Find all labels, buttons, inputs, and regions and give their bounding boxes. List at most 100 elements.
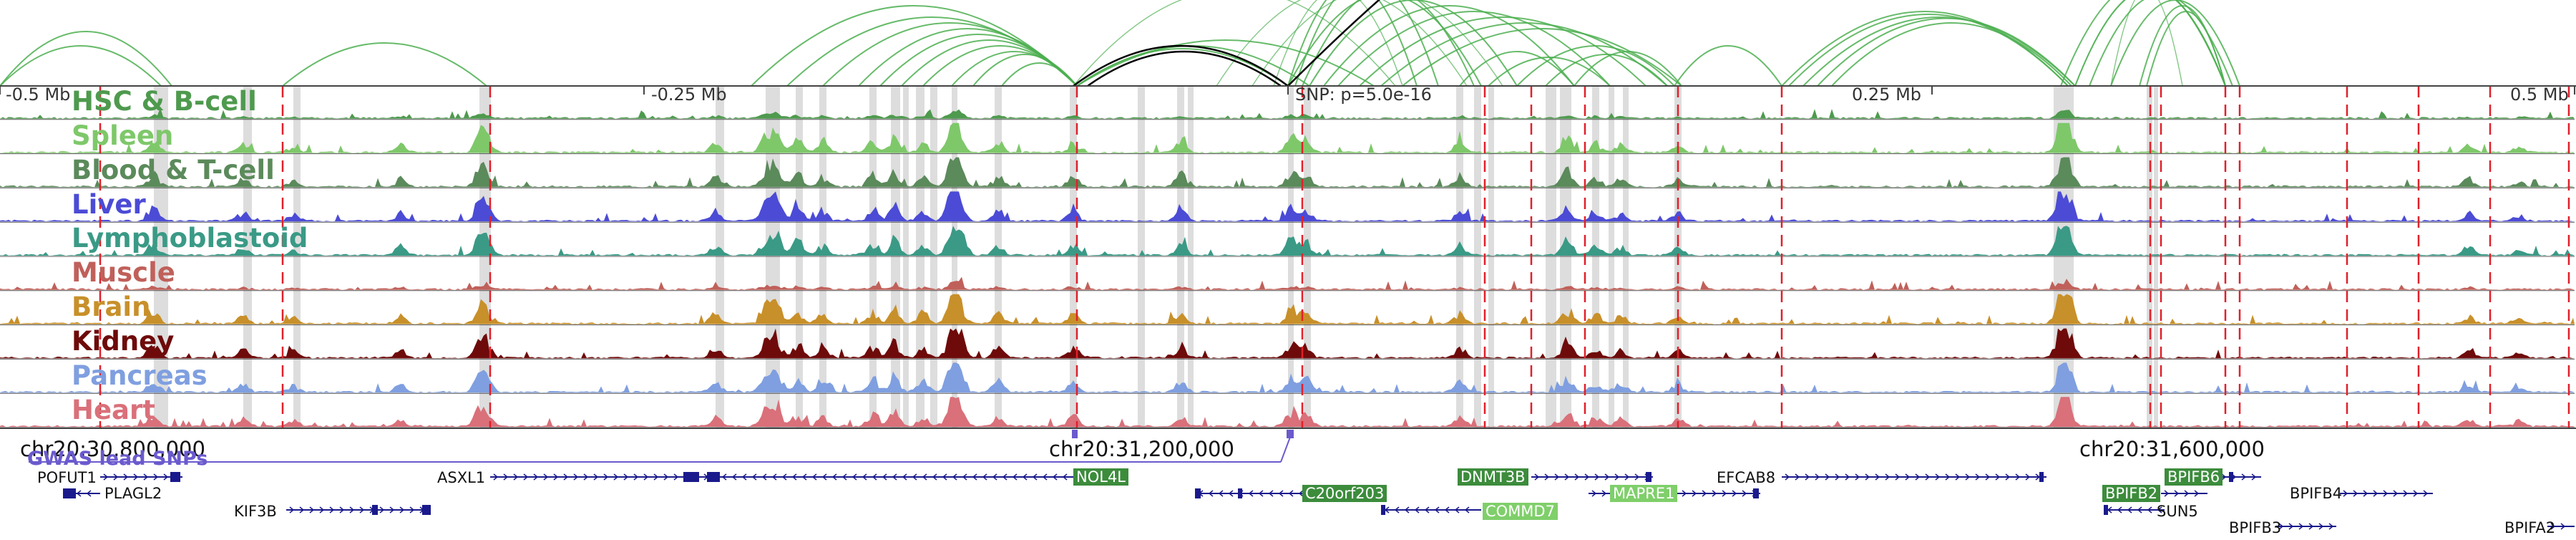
strand-arrow [2298, 523, 2304, 530]
gene-label-commd7: COMMD7 [1483, 503, 1558, 520]
gene-label-bpifb6: BPIFB6 [2165, 468, 2223, 486]
highlight-regions [154, 86, 2158, 428]
strand-arrow [563, 473, 569, 481]
strand-arrow [2550, 523, 2556, 530]
strand-arrow [319, 506, 325, 514]
gene-exon [2104, 505, 2108, 515]
gene-label-sun5: SUN5 [2157, 503, 2198, 520]
strand-arrow [1634, 473, 1640, 481]
strand-arrow [1785, 473, 1790, 481]
signal-track [0, 294, 2575, 326]
strand-arrow [1298, 490, 1304, 497]
strand-arrow [1815, 473, 1820, 481]
strand-arrow [2194, 490, 2200, 497]
strand-arrow [2164, 490, 2170, 497]
coord-label-left: chr20:30,800,000 [20, 437, 205, 461]
gene-exon [1195, 488, 1201, 498]
strand-arrow [349, 506, 355, 514]
gene-exon [63, 488, 76, 498]
chromatin-loop [0, 31, 172, 87]
strand-arrow [1544, 473, 1550, 481]
strand-arrow [2184, 490, 2190, 497]
strand-arrow [721, 473, 727, 481]
strand-arrow [1564, 473, 1570, 481]
highlight-region [1546, 86, 1556, 428]
highlight-region [1188, 86, 1194, 428]
strand-arrow [2278, 523, 2284, 530]
strand-arrow [1935, 473, 1941, 481]
track-label-blood: Blood & T-cell [72, 155, 275, 185]
gene-nol4l [708, 473, 1073, 481]
strand-arrow [2560, 523, 2566, 530]
strand-arrow [533, 473, 539, 481]
strand-arrow [1534, 473, 1540, 481]
strand-arrow [1208, 490, 1214, 497]
strand-arrow [1258, 490, 1264, 497]
highlight-region [903, 86, 909, 428]
strand-arrow [1885, 473, 1890, 481]
chromatin-loop [1545, 54, 1668, 87]
gene-exon [2229, 472, 2233, 482]
highlight-region [952, 86, 957, 428]
strand-arrow [2241, 473, 2247, 481]
strand-arrow [1434, 506, 1440, 514]
chromatin-loop [1273, 0, 1403, 87]
strand-arrow [751, 473, 757, 481]
chromatin-loop [1337, 11, 1611, 87]
signal-track [0, 191, 2575, 223]
strand-arrow [399, 506, 405, 514]
strand-arrow [359, 506, 365, 514]
strand-arrow [1042, 473, 1048, 481]
strand-arrow [1945, 473, 1951, 481]
strand-arrow [163, 473, 169, 481]
highlight-region [1177, 86, 1184, 428]
chromatin-loop [1323, 5, 1575, 87]
gene-label-c20orf203: C20orf203 [1302, 485, 1387, 502]
highlight-region [869, 86, 877, 428]
strand-arrow [1855, 473, 1860, 481]
strand-arrow [1995, 473, 2001, 481]
signal-track [0, 362, 2575, 394]
strand-arrow [2403, 490, 2409, 497]
chromatin-loop [2110, 0, 2183, 87]
strand-arrow [1228, 490, 1234, 497]
strand-arrow [2413, 490, 2419, 497]
highlight-region [1288, 86, 1294, 428]
signal-track [0, 157, 2575, 188]
lead-chromatin-loop [1073, 44, 1289, 87]
track-label-brain: Brain [72, 291, 151, 322]
track-label-muscle: Muscle [72, 257, 175, 288]
gene-exon [1646, 472, 1652, 482]
gene-exon [170, 472, 180, 482]
gene-asxl1 [490, 473, 716, 481]
signal-track [0, 276, 2575, 291]
signal-area [0, 122, 2575, 153]
gwas-snp-marker [1072, 430, 1078, 438]
strand-arrow [1624, 473, 1630, 481]
strand-arrow [2328, 523, 2334, 530]
strand-arrow [932, 473, 937, 481]
strand-arrow [952, 473, 957, 481]
strand-arrow [1022, 473, 1028, 481]
strand-arrow [2353, 490, 2358, 497]
strand-arrow [673, 473, 679, 481]
strand-arrow [329, 506, 335, 514]
strand-arrow [1454, 506, 1460, 514]
highlight-region [1456, 86, 1463, 428]
gene-label-pofut1: POFUT1 [37, 469, 97, 486]
chromatin-loop [282, 42, 487, 87]
strand-arrow [2147, 506, 2152, 514]
highlight-region [1304, 86, 1311, 428]
highlight-region [995, 86, 1002, 428]
highlight-region [154, 86, 168, 428]
highlight-region [1592, 86, 1599, 428]
strand-arrow [922, 473, 927, 481]
strand-arrow [1584, 473, 1590, 481]
signal-area [0, 226, 2575, 256]
strand-arrow [113, 473, 119, 481]
gene-exon [1753, 488, 1759, 498]
strand-arrow [1895, 473, 1901, 481]
strand-arrow [503, 473, 509, 481]
strand-arrow [1574, 473, 1580, 481]
